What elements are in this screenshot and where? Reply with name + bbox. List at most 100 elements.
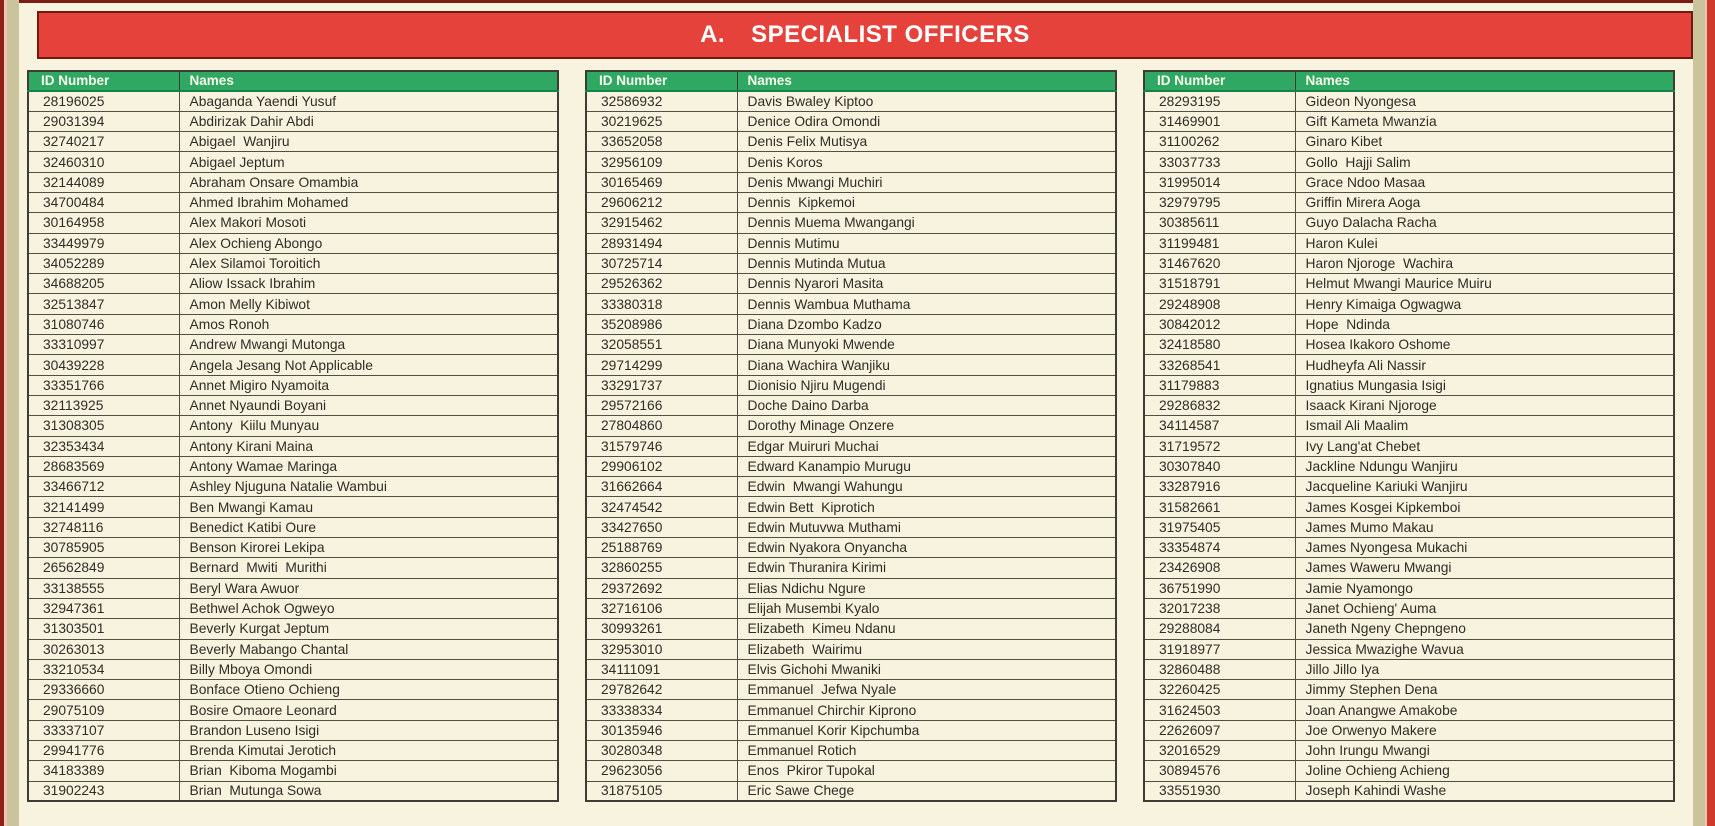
table-row: 31303501 Beverly Kurgat Jeptum: [28, 618, 558, 640]
table-row: 31662664 Edwin Mwangi Wahungu: [586, 476, 1116, 498]
table-row: 33210534 Billy Mboya Omondi: [28, 658, 558, 681]
id-cell: 33291737: [586, 374, 738, 396]
table-row: 33291737 Dionisio Njiru Mugendi: [586, 374, 1116, 396]
id-cell: 31582661: [1144, 496, 1296, 518]
table-row: 31918977 Jessica Mwazighe Wavua: [1144, 638, 1674, 660]
id-cell: 30785905: [28, 537, 180, 559]
name-cell: James Kosgei Kipkemboi: [1295, 496, 1674, 518]
id-cell: 29714299: [586, 354, 738, 376]
table-header-row: ID Number Names: [28, 71, 558, 92]
table-row: 35208986 Diana Dzombo Kadzo: [586, 313, 1116, 336]
page-top-border: [0, 0, 1715, 3]
id-cell: 31918977: [1144, 638, 1296, 660]
table-row: 33287916 Jacqueline Kariuki Wanjiru: [1144, 476, 1674, 498]
name-cell: Dorothy Minage Onzere: [737, 415, 1116, 437]
table-row: 33337107 Brandon Luseno Isigi: [28, 719, 558, 742]
name-cell: Alex Makori Mosoti: [179, 212, 558, 234]
table-row: 30263013 Beverly Mabango Chantal: [28, 638, 558, 660]
table-row: 34111091 Elvis Gichohi Mwaniki: [586, 658, 1116, 681]
table-body: 28293195 Gideon Nyongesa 31469901 Gift Kame…: [1144, 90, 1674, 802]
name-cell: Gollo Hajji Salim: [1295, 151, 1674, 173]
table-row: 33380318 Dennis Wambua Muthama: [586, 293, 1116, 315]
page-left-border: [0, 0, 4, 826]
name-cell: Brenda Kimutai Jerotich: [179, 739, 558, 762]
name-cell: Elizabeth Kimeu Ndanu: [737, 618, 1116, 640]
name-cell: Antony Kirani Maina: [179, 435, 558, 457]
id-cell: 33449979: [28, 232, 180, 254]
name-cell: Ben Mwangi Kamau: [179, 496, 558, 518]
id-cell: 30165469: [586, 171, 738, 193]
name-cell: Elvis Gichohi Mwaniki: [737, 658, 1116, 681]
table-header-row: ID Number Names: [1144, 71, 1674, 92]
name-cell: Dionisio Njiru Mugendi: [737, 374, 1116, 396]
table-row: 31624503 Joan Anangwe Amakobe: [1144, 699, 1674, 721]
name-cell: Edwin Mutuvwa Muthami: [737, 516, 1116, 539]
page-left-border-inner: [4, 0, 7, 826]
table-row: 31995014 Grace Ndoo Masaa: [1144, 171, 1674, 193]
name-cell: Abaganda Yaendi Yusuf: [179, 90, 558, 112]
name-cell: Edward Kanampio Murugu: [737, 455, 1116, 478]
table-row: 29714299 Diana Wachira Wanjiku: [586, 354, 1116, 376]
id-cell: 33287916: [1144, 476, 1296, 498]
table-row: 29288084 Janeth Ngeny Chepngeno: [1144, 618, 1674, 640]
table-body: 32586932 Davis Bwaley Kiptoo 30219625 Denic…: [586, 90, 1116, 802]
name-cell: Abdirizak Dahir Abdi: [179, 110, 558, 133]
table-row: 32144089 Abraham Onsare Omambia: [28, 171, 558, 193]
id-cell: 30135946: [586, 719, 738, 742]
name-cell: Ignatius Mungasia Isigi: [1295, 374, 1674, 396]
id-cell: 32260425: [1144, 679, 1296, 701]
table-row: 30439228 Angela Jesang Not Applicable: [28, 354, 558, 376]
table-row: 32474542 Edwin Bett Kiprotich: [586, 496, 1116, 518]
id-cell: 31579746: [586, 435, 738, 457]
id-cell: 32956109: [586, 151, 738, 173]
table-row: 26562849 Bernard Mwiti Murithi: [28, 557, 558, 579]
page-right-border-inner: [1705, 0, 1707, 826]
id-cell: 31624503: [1144, 699, 1296, 721]
page-content: A. SPECIALIST OFFICERS ID Number Names 2…: [19, 3, 1693, 803]
id-cell: 32353434: [28, 435, 180, 457]
name-cell: Ismail Ali Maalim: [1295, 415, 1674, 437]
id-cell: 29572166: [586, 394, 738, 417]
name-cell: Elizabeth Wairimu: [737, 638, 1116, 660]
table-row: 30842012 Hope Ndinda: [1144, 313, 1674, 336]
name-cell: Amos Ronoh: [179, 313, 558, 336]
name-cell: Diana Wachira Wanjiku: [737, 354, 1116, 376]
name-cell: Joseph Kahindi Washe: [1295, 780, 1674, 802]
table-row: 31469901 Gift Kameta Mwanzia: [1144, 110, 1674, 133]
id-cell: 30993261: [586, 618, 738, 640]
table-row: 33449979 Alex Ochieng Abongo: [28, 232, 558, 254]
name-cell: Emmanuel Rotich: [737, 739, 1116, 762]
id-cell: 32058551: [586, 334, 738, 356]
name-cell: James Mumo Makau: [1295, 516, 1674, 539]
officers-table: ID Number Names 28196025 Abaganda Yaendi …: [27, 70, 559, 803]
id-cell: 31199481: [1144, 232, 1296, 254]
table-row: 31199481 Haron Kulei: [1144, 232, 1674, 254]
name-cell: Jamie Nyamongo: [1295, 577, 1674, 599]
name-cell: Haron Kulei: [1295, 232, 1674, 254]
name-cell: Edwin Thuranira Kirimi: [737, 557, 1116, 579]
table-row: 29941776 Brenda Kimutai Jerotich: [28, 739, 558, 762]
table-row: 29623056 Enos Pkiror Tupokal: [586, 760, 1116, 782]
name-cell: Annet Migiro Nyamoita: [179, 374, 558, 396]
table-row: 31975405 James Mumo Makau: [1144, 516, 1674, 539]
table-row: 30785905 Benson Kirorei Lekipa: [28, 537, 558, 559]
name-cell: Hosea Ikakoro Oshome: [1295, 334, 1674, 356]
name-cell: Isaack Kirani Njoroge: [1295, 394, 1674, 417]
name-cell: Angela Jesang Not Applicable: [179, 354, 558, 376]
name-cell: Brandon Luseno Isigi: [179, 719, 558, 742]
table-row: 32058551 Diana Munyoki Mwende: [586, 334, 1116, 356]
table-row: 33652058 Denis Felix Mutisya: [586, 131, 1116, 153]
id-cell: 27804860: [586, 415, 738, 437]
id-cell: 23426908: [1144, 557, 1296, 579]
name-cell: Denis Felix Mutisya: [737, 131, 1116, 153]
id-cell: 29031394: [28, 110, 180, 133]
table-row: 32740217 Abigael Wanjiru: [28, 131, 558, 153]
name-cell: Bethwel Achok Ogweyo: [179, 597, 558, 620]
table-row: 32586932 Davis Bwaley Kiptoo: [586, 90, 1116, 112]
officers-table-grid: ID Number Names 28196025 Abaganda Yaendi …: [27, 70, 559, 803]
name-cell: Benson Kirorei Lekipa: [179, 537, 558, 559]
id-cell: 28196025: [28, 90, 180, 112]
column-header-names: Names: [1295, 71, 1674, 92]
section-header-banner: A. SPECIALIST OFFICERS: [37, 11, 1693, 59]
name-cell: Helmut Mwangi Maurice Muiru: [1295, 273, 1674, 295]
